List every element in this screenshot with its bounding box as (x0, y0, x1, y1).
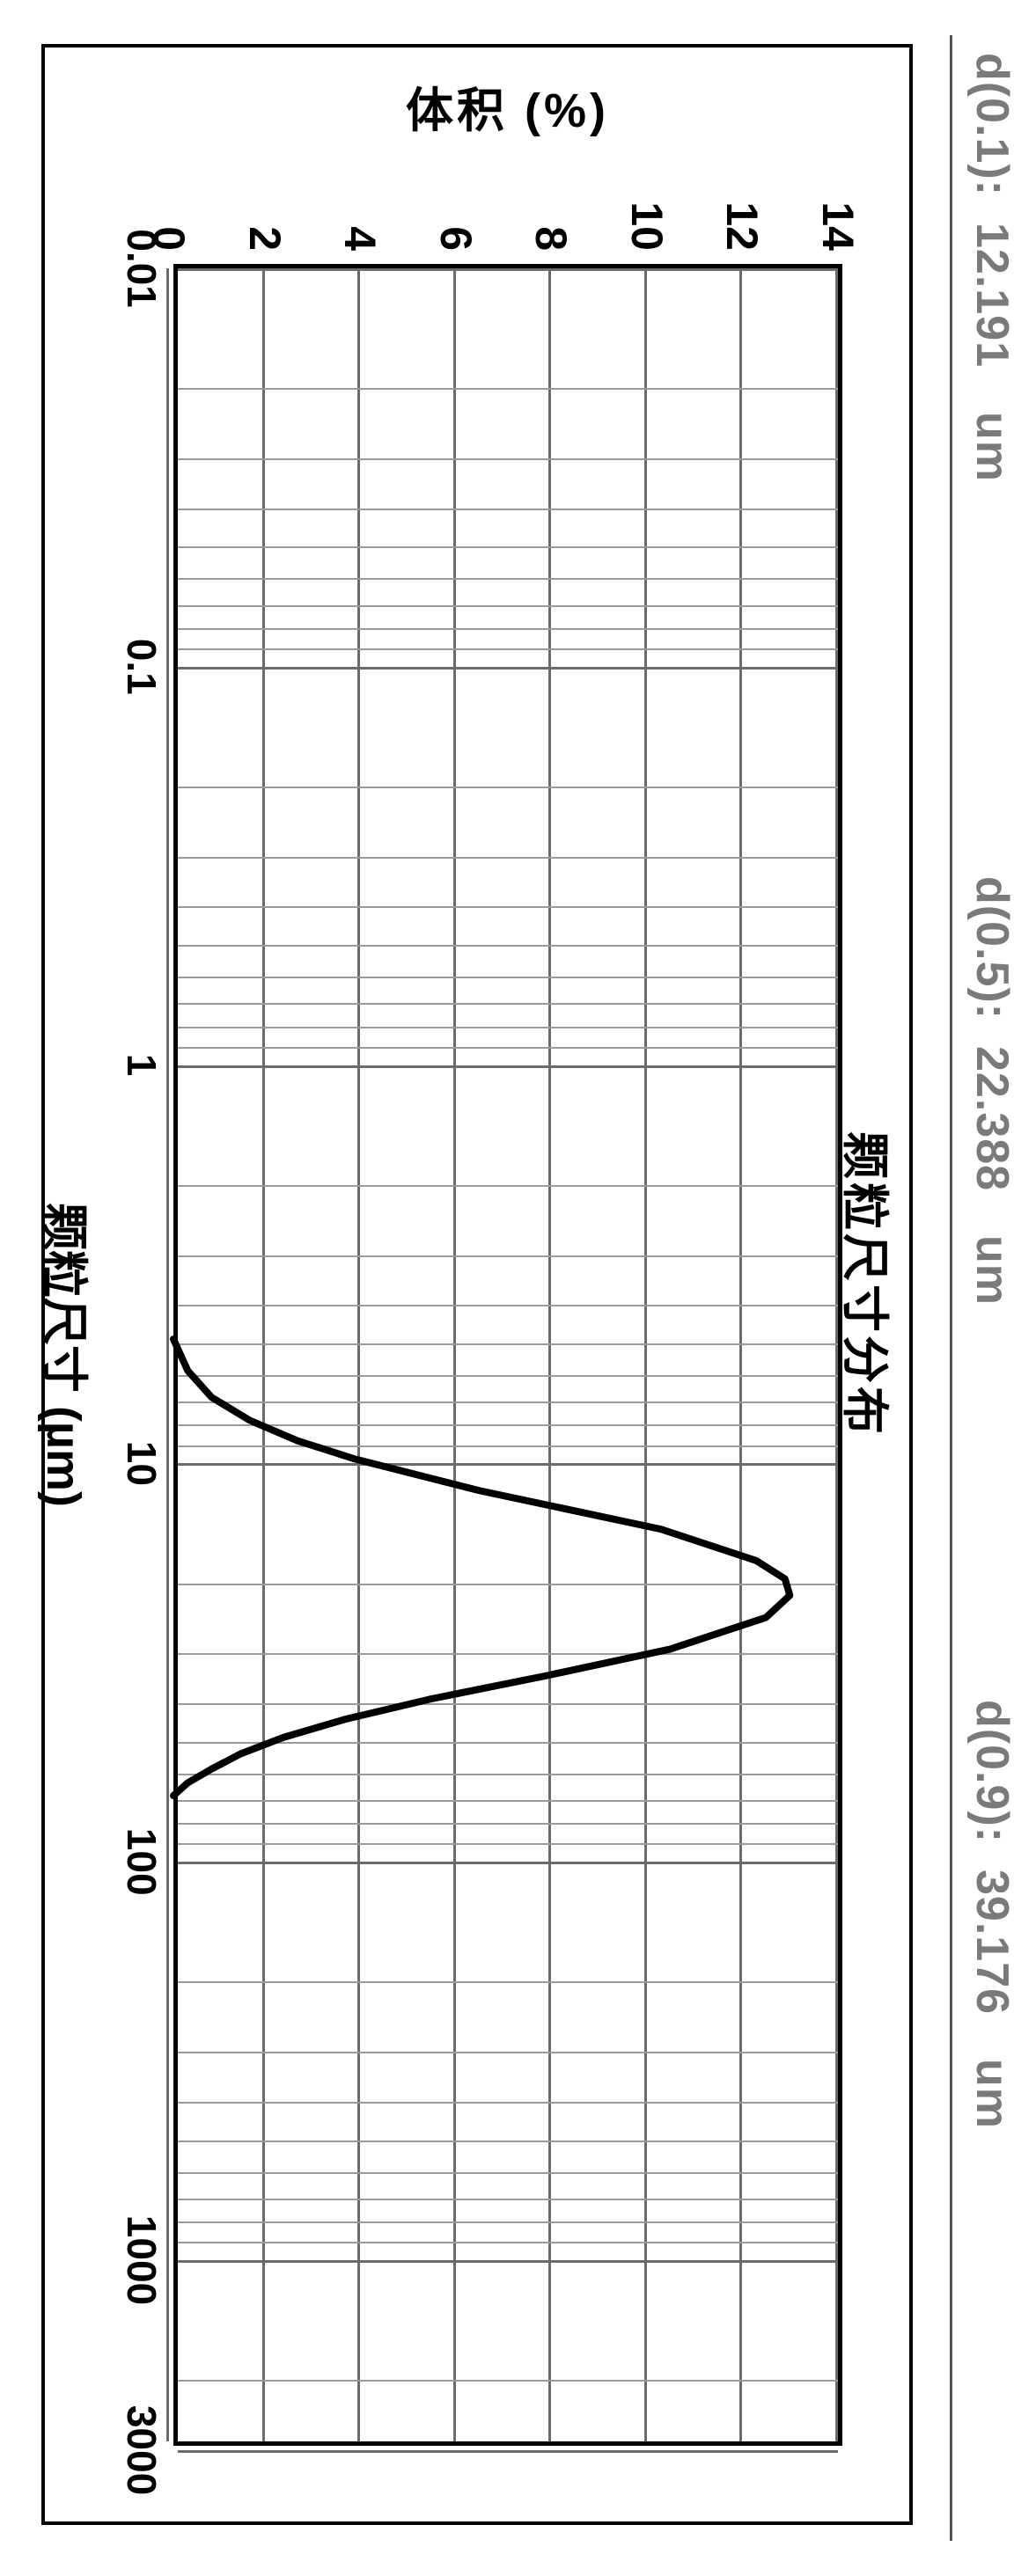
stat-d05-label: d(0.5): (966, 876, 1018, 1020)
stat-d01-unit: um (966, 412, 1018, 482)
y-tick-label: 6 (430, 226, 481, 251)
x-tick-label: 0.01 (118, 229, 165, 308)
x-tick-label: 0.1 (118, 639, 165, 695)
x-tick-label: 1000 (118, 2215, 165, 2305)
page: d(0.1): 12.191 um d(0.5): 22.388 um d(0.… (0, 0, 1036, 2576)
divider (950, 35, 952, 2541)
curve-path (173, 1339, 790, 1796)
distribution-curve (173, 264, 842, 2446)
stat-d09: d(0.9): 39.176 um (966, 1700, 1018, 2523)
gridline-v (178, 2450, 838, 2453)
landscape-container: d(0.1): 12.191 um d(0.5): 22.388 um d(0.… (0, 0, 1036, 2576)
x-tick-label: 1 (118, 1054, 165, 1077)
stat-d01-value: 12.191 (966, 223, 1018, 368)
x-tick-label: 10 (118, 1441, 165, 1486)
stat-d09-unit: um (966, 2059, 1018, 2129)
y-axis-label-text: 体积 (%) (407, 71, 610, 141)
x-tick-label: 100 (118, 1828, 165, 1896)
chart-title: 颗粒尺寸分布 (834, 44, 904, 2525)
stat-d05: d(0.5): 22.388 um (966, 876, 1018, 1700)
stat-d09-label: d(0.9): (966, 1700, 1018, 1843)
y-tick-label: 4 (334, 226, 386, 251)
x-axis-label: 颗粒尺寸 (µm) (33, 264, 103, 2446)
x-tick-label: 3000 (118, 2405, 165, 2495)
gridline-h (166, 268, 169, 2441)
y-tick-label: 10 (621, 201, 672, 251)
stat-d01-label: d(0.1): (966, 53, 1018, 196)
plot-area: 024681012140.010.111010010003000 (173, 264, 842, 2446)
stat-d05-value: 22.388 (966, 1046, 1018, 1191)
y-axis-label: 体积 (%) (173, 79, 842, 132)
stats-row: d(0.1): 12.191 um d(0.5): 22.388 um d(0.… (966, 53, 1018, 2523)
y-tick-label: 14 (812, 201, 863, 251)
stat-d05-unit: um (966, 1235, 1018, 1306)
stat-d09-value: 39.176 (966, 1870, 1018, 2015)
y-tick-label: 12 (716, 201, 768, 251)
stat-d01: d(0.1): 12.191 um (966, 53, 1018, 876)
y-tick-label: 8 (525, 226, 577, 251)
y-tick-label: 2 (239, 226, 290, 251)
